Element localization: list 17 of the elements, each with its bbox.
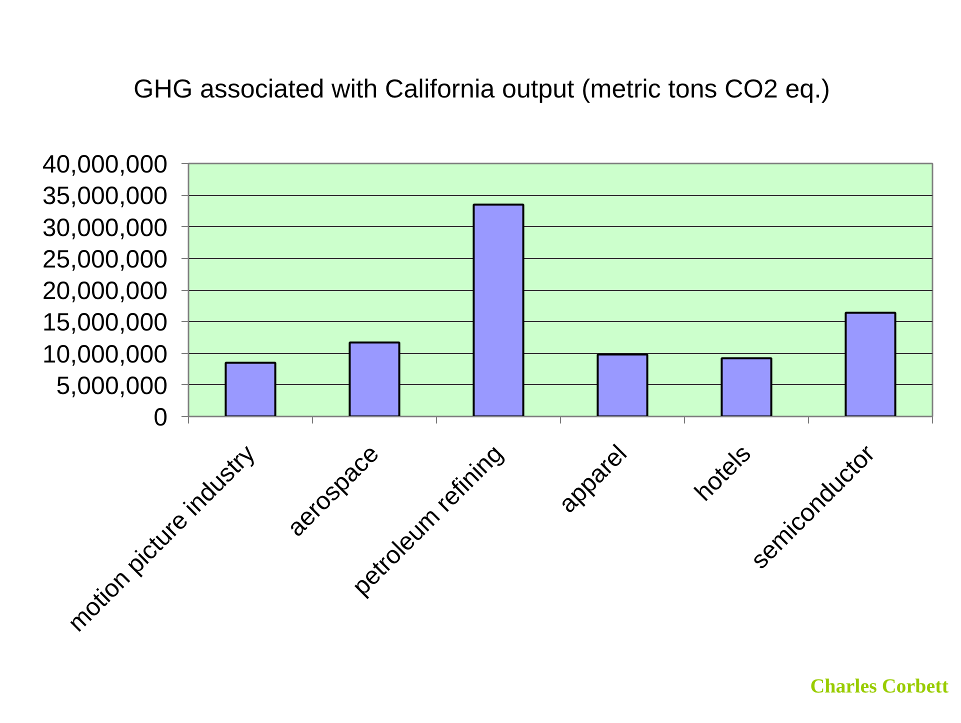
chart-title: GHG associated with California output (metric tons CO2 eq.): [134, 74, 830, 104]
y-tick-label: 15,000,000: [42, 308, 168, 337]
y-tick-label: 20,000,000: [42, 277, 168, 305]
y-tick-label: 25,000,000: [42, 245, 168, 274]
y-tick-label: 30,000,000: [42, 214, 168, 242]
bar: [348, 341, 400, 416]
bar: [472, 204, 524, 416]
y-tick-label: 0: [154, 404, 168, 432]
y-tick-label: 5,000,000: [56, 372, 168, 400]
y-tick-label: 10,000,000: [42, 340, 168, 368]
bar: [720, 357, 772, 416]
bar: [844, 312, 896, 416]
bar: [596, 354, 648, 416]
y-tick-label: 40,000,000: [42, 150, 168, 178]
bar: [224, 362, 276, 416]
text: Charles Corbett: [810, 676, 949, 698]
y-tick-label: 35,000,000: [42, 182, 168, 210]
